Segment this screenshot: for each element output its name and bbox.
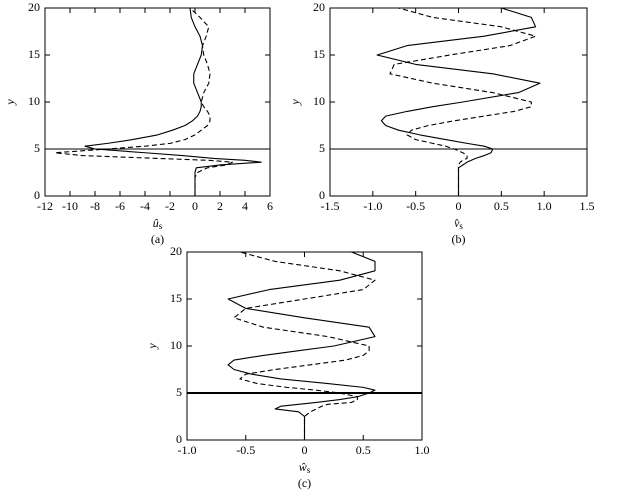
x-tick-label: -1.5 <box>321 199 340 213</box>
x-tick-label: 0.5 <box>356 443 371 457</box>
caption: (b) <box>452 232 466 246</box>
x-axis-symbol: û <box>153 216 159 230</box>
x-tick-label: 1.0 <box>537 199 552 213</box>
y-tick-label: 5 <box>176 385 182 399</box>
y-axis-label: y <box>3 99 17 106</box>
y-tick-label: 20 <box>28 0 40 14</box>
x-axis-subscript: s <box>459 221 463 231</box>
y-axis-label: y <box>288 99 302 106</box>
y-tick-label: 10 <box>170 338 182 352</box>
x-axis-symbol: v̂ <box>454 216 460 230</box>
x-tick-label: -2 <box>165 199 175 213</box>
y-tick-label: 20 <box>313 0 325 14</box>
y-tick-label: 10 <box>28 94 40 108</box>
x-tick-label: 6 <box>267 199 273 213</box>
x-tick-label: 1.5 <box>580 199 595 213</box>
y-tick-label: 15 <box>28 47 40 61</box>
y-tick-label: 20 <box>170 244 182 258</box>
plot-frame <box>186 251 423 441</box>
profile-line <box>54 7 234 196</box>
x-tick-label: 0.5 <box>494 199 509 213</box>
x-tick-label: 0 <box>302 443 308 457</box>
x-axis-label: ûs <box>153 216 163 231</box>
x-tick-label: -0.5 <box>236 443 255 457</box>
x-tick-label: -10 <box>62 199 78 213</box>
x-tick-label: -1.0 <box>178 443 197 457</box>
x-tick-label: -12 <box>37 199 53 213</box>
x-axis-label: v̂s <box>454 216 463 231</box>
x-tick-label: 0 <box>456 199 462 213</box>
y-axis-label: y <box>145 343 159 350</box>
y-tick-label: 0 <box>34 188 40 202</box>
y-tick-label: 5 <box>34 141 40 155</box>
y-tick-label: 0 <box>319 188 325 202</box>
x-tick-label: 0 <box>192 199 198 213</box>
x-tick-label: -8 <box>90 199 100 213</box>
y-tick-label: 15 <box>313 47 325 61</box>
y-tick-label: 10 <box>313 94 325 108</box>
y-tick-label: 5 <box>319 141 325 155</box>
profile-line <box>233 251 376 440</box>
x-tick-label: -6 <box>115 199 125 213</box>
x-tick-label: -0.5 <box>406 199 425 213</box>
x-tick-label: 2 <box>217 199 223 213</box>
x-axis-symbol: ŵ <box>299 460 307 474</box>
x-axis-subscript: s <box>159 221 163 231</box>
y-tick-label: 15 <box>170 291 182 305</box>
x-axis-label: ŵs <box>299 460 311 475</box>
caption: (a) <box>151 232 164 246</box>
x-tick-label: 1.0 <box>415 443 430 457</box>
x-tick-label: -1.0 <box>363 199 382 213</box>
x-tick-label: -4 <box>140 199 150 213</box>
profile-line <box>227 251 376 440</box>
plot-frame <box>44 7 271 197</box>
y-tick-label: 0 <box>176 432 182 446</box>
profile-line <box>389 7 537 196</box>
x-tick-label: 4 <box>242 199 248 213</box>
caption: (c) <box>298 476 311 490</box>
profile-line <box>84 7 262 196</box>
x-axis-subscript: s <box>307 465 311 475</box>
profile-line <box>376 7 541 196</box>
